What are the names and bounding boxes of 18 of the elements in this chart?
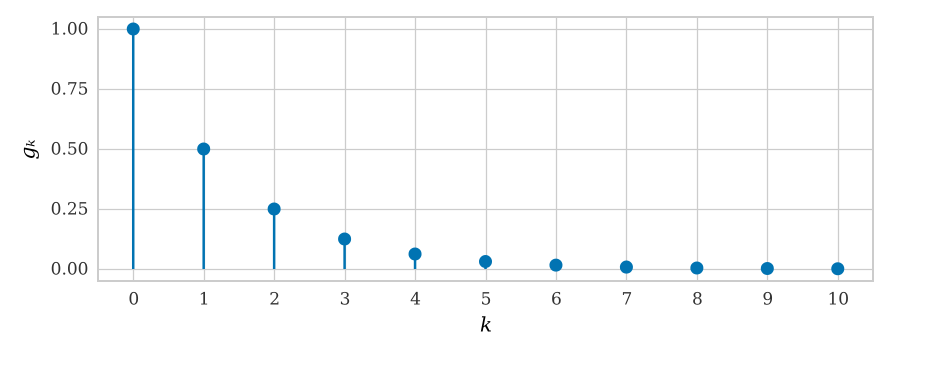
y-tick-label: 0.50 xyxy=(50,140,88,160)
y-tick-label: 1.00 xyxy=(50,20,88,40)
y-tick-label: 0.25 xyxy=(50,200,88,220)
x-tick-label: 5 xyxy=(480,290,492,310)
x-tick-label: 4 xyxy=(410,290,421,310)
x-tick-label: 8 xyxy=(692,290,703,310)
x-tick-label: 1 xyxy=(198,290,210,310)
y-tick-label: 0.75 xyxy=(50,80,88,100)
y-axis-title: gₖ xyxy=(16,139,40,160)
x-tick-label: 9 xyxy=(762,290,774,310)
x-axis-title: k xyxy=(480,312,492,336)
x-tick-label: 10 xyxy=(827,290,850,310)
x-tick-label: 7 xyxy=(621,290,632,310)
x-tick-label: 2 xyxy=(269,290,280,310)
x-tick-label: 6 xyxy=(551,290,562,310)
x-tick-label: 0 xyxy=(128,290,140,310)
x-tick-label: 3 xyxy=(340,290,351,310)
y-tick-label: 0.00 xyxy=(50,260,88,280)
